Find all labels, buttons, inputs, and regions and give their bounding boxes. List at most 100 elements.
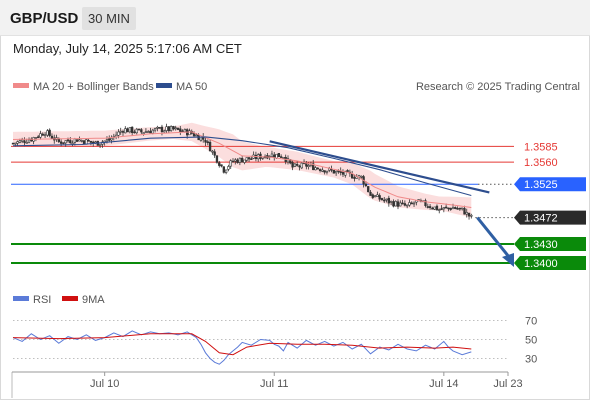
candle-body — [238, 157, 242, 163]
ma20-line — [12, 131, 472, 208]
candle-body — [470, 214, 473, 217]
candle — [87, 138, 90, 142]
candle — [153, 127, 157, 133]
candle-body — [318, 169, 322, 171]
symbol-label: GBP/USD — [10, 10, 79, 27]
candle-body — [82, 140, 86, 144]
candle-body — [89, 140, 93, 143]
ma50-legend-label: MA 50 — [176, 81, 207, 93]
candle-body — [341, 171, 345, 175]
candle — [23, 137, 26, 147]
candle — [213, 149, 216, 158]
candle-body — [431, 207, 434, 210]
candle-body — [243, 159, 246, 163]
candle-body — [227, 166, 230, 170]
candle-body — [16, 141, 19, 144]
candle-body — [376, 194, 379, 197]
candle — [323, 170, 326, 175]
candle — [41, 132, 44, 136]
candle-body — [151, 129, 154, 134]
candle — [204, 137, 207, 146]
candle-body — [433, 206, 436, 210]
candle-body — [220, 164, 223, 167]
candle-body — [234, 159, 237, 162]
candle — [300, 161, 303, 170]
candle — [314, 166, 317, 171]
level-tag-resistance: 1.3585 — [524, 141, 558, 153]
candle-body — [241, 157, 244, 163]
candle — [332, 169, 335, 174]
candle-body — [369, 191, 372, 196]
level-tag-support: 1.3430 — [514, 237, 586, 252]
candle-body — [344, 170, 347, 176]
candle-body — [293, 163, 297, 167]
candle — [433, 206, 436, 211]
candle-body — [211, 150, 214, 153]
candle-body — [149, 130, 152, 134]
candle — [428, 203, 432, 210]
candle-body — [192, 133, 196, 137]
level-tag-box — [514, 255, 586, 270]
candle-body — [172, 126, 175, 130]
candle-body — [167, 126, 170, 132]
timeframe-button[interactable]: 30 MIN — [82, 7, 136, 30]
candle — [43, 132, 47, 138]
candle-body — [98, 143, 102, 147]
candle — [135, 127, 138, 135]
candle-body — [110, 138, 113, 141]
candle — [131, 126, 134, 136]
candle — [470, 213, 473, 219]
candle-body — [117, 131, 120, 136]
candle-body — [69, 140, 72, 144]
candle — [380, 197, 384, 201]
candle-body — [27, 139, 31, 143]
candle — [11, 142, 15, 145]
candle-body — [451, 207, 455, 210]
candle-body — [392, 201, 395, 207]
level-tag-box — [514, 237, 586, 252]
candle-body — [291, 162, 294, 168]
candle — [440, 205, 443, 210]
candle — [140, 128, 143, 134]
forecast-arrow-head — [502, 252, 514, 267]
candle — [76, 139, 79, 142]
candle — [176, 127, 180, 131]
candle-body — [273, 154, 276, 158]
candle-body — [208, 141, 212, 152]
candle-body — [87, 140, 90, 142]
candle — [80, 139, 83, 143]
candle — [133, 129, 136, 134]
candle-body — [174, 127, 177, 130]
candle-body — [188, 130, 191, 136]
candle — [46, 129, 49, 137]
candle — [167, 126, 170, 134]
candle — [392, 199, 395, 208]
candle — [279, 154, 283, 158]
candle — [158, 127, 161, 129]
candle-body — [380, 198, 384, 201]
candle-body — [463, 208, 466, 215]
candle — [174, 125, 177, 131]
level-tag-label: 1.3525 — [524, 179, 558, 191]
level-tag-box — [514, 210, 586, 225]
ma20-legend-swatch — [13, 83, 29, 88]
candle — [353, 174, 356, 182]
candle-body — [14, 142, 17, 145]
candle-body — [351, 173, 354, 179]
candle-body — [408, 202, 411, 206]
candle-body — [135, 128, 138, 134]
candle — [406, 204, 409, 209]
candle-body — [183, 129, 187, 133]
candle-body — [105, 139, 109, 142]
candle-body — [321, 169, 324, 172]
candle — [128, 127, 132, 134]
candle — [367, 186, 370, 193]
candle-body — [41, 133, 44, 136]
candle-body — [458, 207, 462, 210]
candle-body — [465, 212, 468, 215]
rsi-tick-label: 30 — [525, 354, 537, 366]
candle-body — [454, 207, 457, 209]
candle — [224, 169, 228, 175]
candle-body — [307, 165, 310, 167]
candle — [424, 198, 427, 208]
